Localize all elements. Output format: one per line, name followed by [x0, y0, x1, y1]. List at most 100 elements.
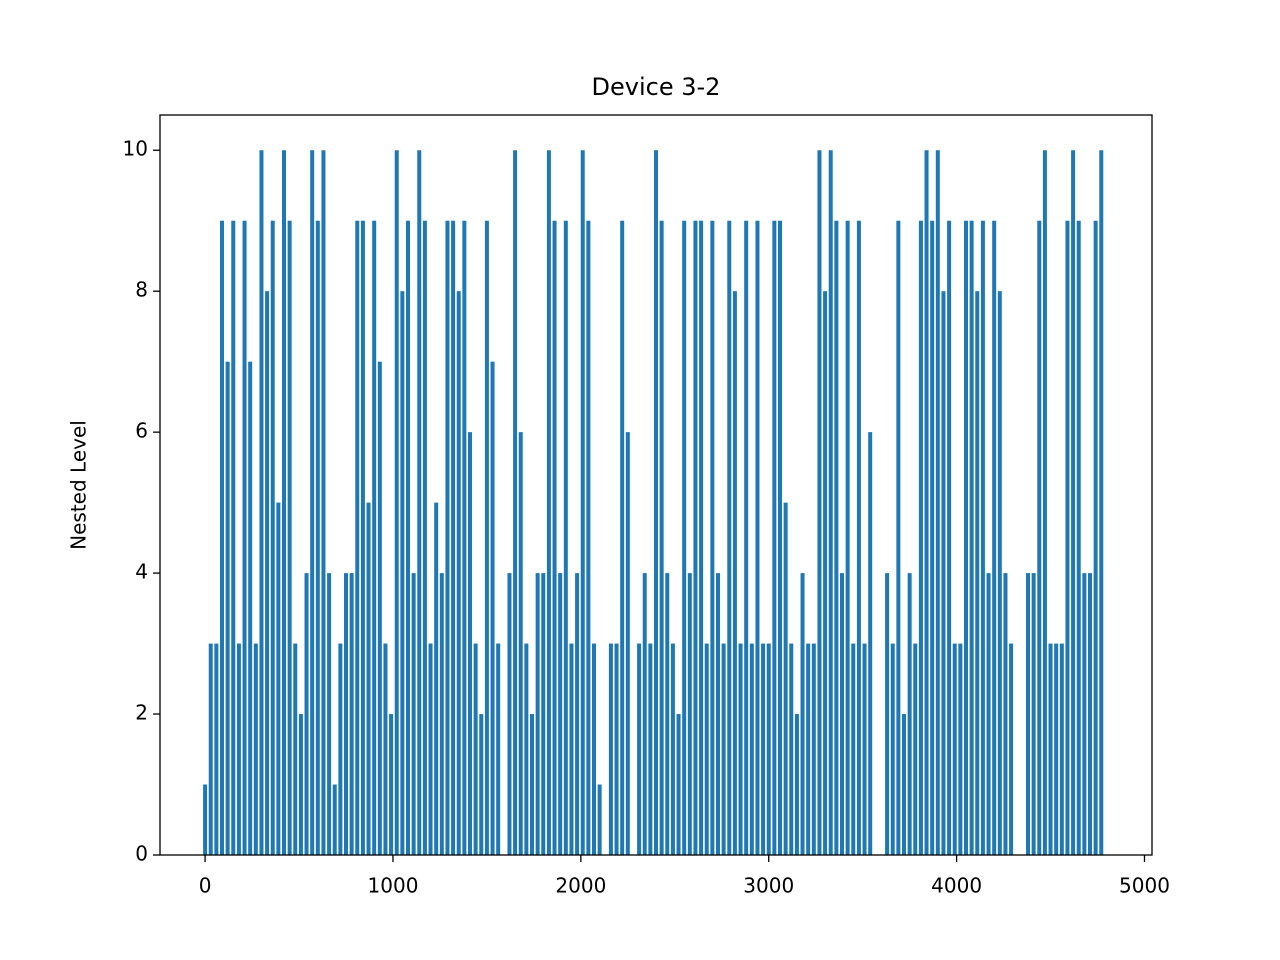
bar [1088, 573, 1092, 855]
y-tick-label: 0 [135, 842, 148, 866]
y-axis-label: Nested Level [67, 420, 91, 550]
bar [400, 291, 405, 855]
bar [755, 220, 760, 855]
bar [372, 220, 377, 855]
bar [524, 643, 529, 855]
x-tick-label: 0 [199, 874, 212, 898]
bar [298, 714, 303, 855]
bar [462, 220, 467, 855]
bar [541, 573, 546, 855]
bar [546, 150, 551, 855]
bar [225, 361, 230, 855]
bar [749, 643, 754, 855]
bar [828, 150, 833, 855]
bar [823, 291, 828, 855]
bar [817, 150, 822, 855]
bar [434, 502, 439, 855]
bar [575, 573, 580, 855]
bar [1076, 220, 1081, 855]
bar [670, 643, 675, 855]
bar [214, 643, 219, 855]
bar [885, 573, 890, 855]
bar [586, 220, 591, 855]
bar [518, 432, 523, 855]
bar [868, 432, 873, 855]
bar [1037, 220, 1042, 855]
bar [321, 150, 326, 855]
bar [625, 432, 630, 855]
x-tick-label: 1000 [368, 874, 419, 898]
bar [394, 150, 399, 855]
x-tick-label: 3000 [743, 874, 794, 898]
bar [1054, 643, 1059, 855]
bar [654, 150, 658, 855]
bar [1071, 150, 1076, 855]
bar [304, 573, 309, 855]
bar [530, 714, 534, 855]
bar [535, 573, 540, 855]
bar [783, 502, 788, 855]
bar [913, 643, 918, 855]
bar [845, 220, 850, 855]
bar [276, 502, 281, 855]
bar [355, 220, 360, 855]
axes-frame [159, 114, 1153, 856]
bar [676, 714, 681, 855]
bar [851, 643, 856, 855]
bar [445, 220, 450, 855]
bar [738, 643, 743, 855]
bar [964, 220, 968, 855]
bar [597, 784, 602, 855]
bar [935, 150, 940, 855]
bar [958, 643, 963, 855]
bar [975, 291, 980, 855]
bar [310, 150, 315, 855]
bar [902, 714, 906, 855]
bar [270, 220, 275, 855]
bar [208, 643, 213, 855]
bar [637, 643, 642, 855]
bar [1003, 573, 1008, 855]
bar [918, 220, 923, 855]
bar [580, 150, 585, 855]
bar [242, 220, 247, 855]
bar [479, 714, 484, 855]
bar [997, 291, 1002, 855]
bar [282, 150, 286, 855]
bar [1082, 573, 1087, 855]
chart-title: Device 3-2 [592, 73, 721, 101]
x-tick-label: 4000 [931, 874, 982, 898]
bar [496, 643, 501, 855]
bar [789, 643, 794, 855]
bar [439, 573, 444, 855]
bar [648, 643, 653, 855]
y-tick-label: 2 [135, 701, 148, 725]
bar [592, 643, 596, 855]
bar [1009, 643, 1014, 855]
x-tick-label: 5000 [1119, 874, 1170, 898]
bar [727, 220, 732, 855]
bar [411, 573, 416, 855]
bar [687, 573, 692, 855]
bar [315, 220, 320, 855]
bar [924, 150, 929, 855]
bar [614, 643, 619, 855]
y-tick-label: 4 [135, 560, 148, 584]
bar [203, 784, 208, 855]
bar [456, 291, 461, 855]
bar [422, 220, 427, 855]
bar [259, 150, 264, 855]
bar [766, 643, 771, 855]
bar [778, 220, 782, 855]
bar [484, 220, 489, 855]
bar [862, 643, 867, 855]
bar [389, 714, 394, 855]
bar [417, 150, 422, 855]
bar [383, 643, 388, 855]
bar [693, 220, 698, 855]
bar [563, 220, 568, 855]
bar [772, 220, 777, 855]
bar [332, 784, 337, 855]
